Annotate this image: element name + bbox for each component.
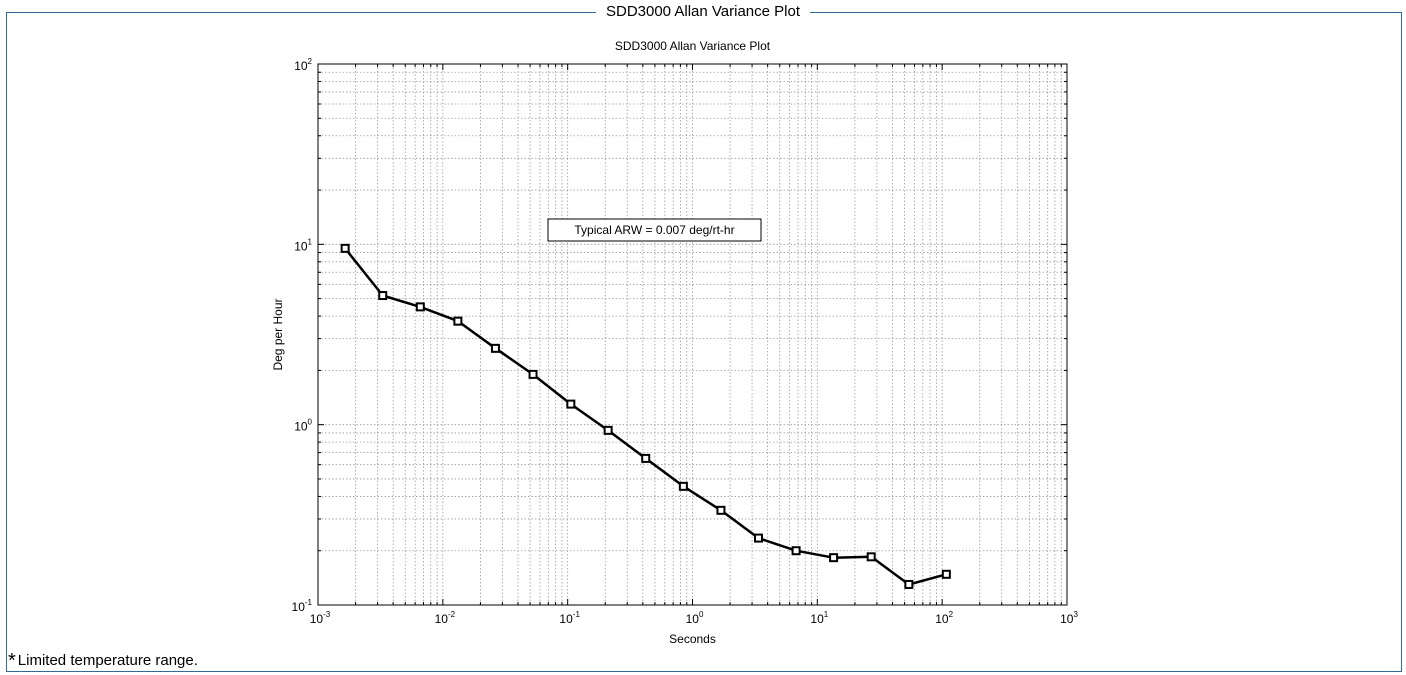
footnote: * Limited temperature range. bbox=[8, 650, 198, 672]
footnote-text: Limited temperature range. bbox=[17, 652, 198, 669]
x-tick-label: 10-2 bbox=[435, 610, 456, 626]
y-tick-label: 10-1 bbox=[292, 598, 313, 614]
series-line bbox=[340, 243, 951, 589]
y-tick-label: 102 bbox=[294, 57, 312, 73]
x-tick-label: 10-1 bbox=[559, 610, 580, 626]
data-point bbox=[754, 533, 764, 543]
data-point bbox=[378, 291, 388, 301]
data-point bbox=[490, 343, 500, 353]
data-point bbox=[941, 569, 951, 579]
data-point bbox=[415, 302, 425, 312]
data-point bbox=[829, 553, 839, 563]
data-point bbox=[791, 546, 801, 556]
data-point bbox=[528, 369, 538, 379]
y-tick-label: 101 bbox=[294, 237, 312, 253]
x-tick-label: 10-3 bbox=[310, 610, 331, 626]
tick-labels: 10-3 10-2 10-1 100 101 102 103 10-1 100 101 102 bbox=[292, 57, 1079, 626]
x-tick-label: 102 bbox=[935, 610, 953, 626]
y-tick-label: 100 bbox=[294, 418, 312, 434]
data-point bbox=[904, 579, 914, 589]
data-point bbox=[340, 243, 350, 253]
data-point bbox=[453, 316, 463, 326]
x-axis-label: Seconds bbox=[669, 632, 716, 646]
series-polyline bbox=[344, 247, 947, 586]
annotation-text: Typical ARW = 0.007 deg/rt-hr bbox=[574, 223, 734, 237]
chart-title: SDD3000 Allan Variance Plot bbox=[615, 39, 771, 53]
footnote-marker: * bbox=[8, 650, 16, 672]
x-tick-label: 100 bbox=[686, 610, 704, 626]
data-point bbox=[566, 399, 576, 409]
axis-ticks bbox=[317, 64, 1067, 606]
data-point bbox=[716, 505, 726, 515]
data-point bbox=[678, 481, 688, 491]
data-point bbox=[866, 552, 876, 562]
grid bbox=[318, 64, 1067, 605]
x-tick-label: 101 bbox=[810, 610, 828, 626]
annotation-box: Typical ARW = 0.007 deg/rt-hr bbox=[547, 218, 762, 242]
data-point bbox=[641, 453, 651, 463]
data-point bbox=[603, 425, 613, 435]
x-tick-label: 103 bbox=[1060, 610, 1078, 626]
y-axis-label: Deg per Hour bbox=[271, 298, 285, 370]
